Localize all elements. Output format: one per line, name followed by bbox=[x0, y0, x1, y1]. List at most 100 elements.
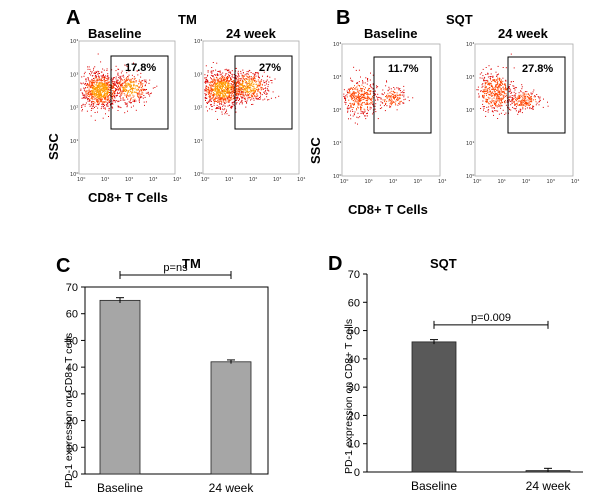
event-dot bbox=[486, 90, 487, 92]
event-dot bbox=[112, 103, 114, 105]
event-dot bbox=[351, 97, 353, 99]
event-dot bbox=[212, 85, 214, 87]
y-tick-label: 10³ bbox=[466, 75, 474, 81]
event-dot bbox=[90, 98, 92, 100]
event-dot bbox=[348, 92, 349, 94]
event-dot bbox=[241, 87, 243, 88]
event-dot bbox=[106, 89, 108, 91]
event-dot bbox=[231, 87, 232, 89]
event-dot bbox=[227, 78, 228, 80]
event-dot bbox=[221, 85, 223, 87]
event-dot bbox=[107, 88, 109, 90]
event-dot bbox=[371, 103, 373, 105]
event-dot bbox=[121, 93, 123, 94]
event-dot bbox=[242, 95, 244, 97]
event-dot bbox=[97, 94, 99, 96]
event-dot bbox=[140, 72, 142, 74]
event-dot bbox=[219, 99, 221, 101]
event-dot bbox=[236, 97, 238, 99]
event-dot bbox=[270, 97, 272, 99]
event-dot bbox=[397, 87, 399, 89]
event-dot bbox=[494, 110, 496, 111]
event-dot bbox=[271, 80, 273, 81]
event-dot bbox=[231, 94, 233, 96]
event-dot bbox=[364, 82, 366, 84]
event-dot bbox=[217, 79, 219, 81]
event-dot bbox=[362, 82, 364, 84]
event-dot bbox=[90, 109, 92, 111]
event-dot bbox=[242, 80, 244, 82]
event-dot bbox=[223, 98, 225, 100]
event-dot bbox=[105, 80, 106, 82]
event-dot bbox=[352, 87, 354, 88]
event-dot bbox=[92, 98, 94, 100]
event-dot bbox=[396, 98, 398, 100]
event-dot bbox=[498, 96, 500, 97]
event-dot bbox=[101, 76, 103, 78]
event-dot bbox=[218, 108, 220, 109]
event-dot bbox=[231, 78, 232, 80]
event-dot bbox=[258, 80, 260, 82]
event-dot bbox=[102, 91, 104, 92]
event-dot bbox=[400, 94, 402, 96]
event-dot bbox=[503, 96, 505, 98]
event-dot bbox=[249, 81, 251, 83]
event-dot bbox=[489, 97, 491, 99]
event-dot bbox=[98, 83, 100, 85]
event-dot bbox=[126, 86, 128, 88]
event-dot bbox=[223, 96, 225, 98]
event-dot bbox=[352, 104, 354, 105]
event-dot bbox=[95, 90, 97, 92]
event-dot bbox=[500, 84, 501, 86]
event-dot bbox=[132, 88, 134, 90]
event-dot bbox=[247, 86, 249, 88]
event-dot bbox=[98, 82, 100, 84]
event-dot bbox=[521, 112, 523, 114]
event-dot bbox=[388, 95, 390, 97]
event-dot bbox=[246, 102, 248, 104]
event-dot bbox=[518, 98, 520, 100]
event-dot bbox=[246, 84, 247, 86]
event-dot bbox=[89, 94, 91, 96]
event-dot bbox=[248, 71, 250, 73]
event-dot bbox=[483, 95, 485, 97]
event-dot bbox=[135, 109, 137, 111]
event-dot bbox=[228, 98, 230, 100]
event-dot bbox=[83, 88, 85, 90]
event-dot bbox=[350, 87, 352, 89]
event-dot bbox=[99, 87, 101, 89]
event-dot bbox=[124, 102, 126, 104]
event-dot bbox=[226, 109, 227, 111]
event-dot bbox=[130, 78, 132, 80]
event-dot bbox=[225, 88, 226, 90]
event-dot bbox=[131, 88, 133, 90]
event-dot bbox=[138, 93, 140, 95]
event-dot bbox=[490, 85, 492, 87]
event-dot bbox=[391, 93, 393, 95]
event-dot bbox=[488, 103, 490, 105]
event-dot bbox=[93, 83, 95, 85]
event-dot bbox=[217, 86, 218, 88]
event-dot bbox=[215, 89, 217, 91]
event-dot bbox=[493, 79, 495, 81]
event-dot bbox=[87, 90, 89, 92]
event-dot bbox=[348, 108, 350, 109]
event-dot bbox=[510, 93, 512, 94]
event-dot bbox=[82, 103, 84, 105]
event-dot bbox=[227, 105, 229, 107]
event-dot bbox=[145, 82, 147, 84]
event-dot bbox=[227, 96, 229, 98]
event-dot bbox=[108, 110, 110, 112]
event-dot bbox=[204, 98, 206, 100]
event-dot bbox=[344, 101, 346, 103]
event-dot bbox=[481, 86, 483, 88]
event-dot bbox=[107, 76, 109, 78]
event-dot bbox=[349, 92, 351, 94]
event-dot bbox=[81, 105, 83, 107]
event-dot bbox=[367, 103, 369, 105]
event-dot bbox=[359, 96, 361, 98]
event-dot bbox=[345, 100, 347, 101]
event-dot bbox=[217, 75, 219, 76]
event-dot bbox=[512, 85, 514, 87]
x-tick-label: 10¹ bbox=[225, 177, 233, 183]
